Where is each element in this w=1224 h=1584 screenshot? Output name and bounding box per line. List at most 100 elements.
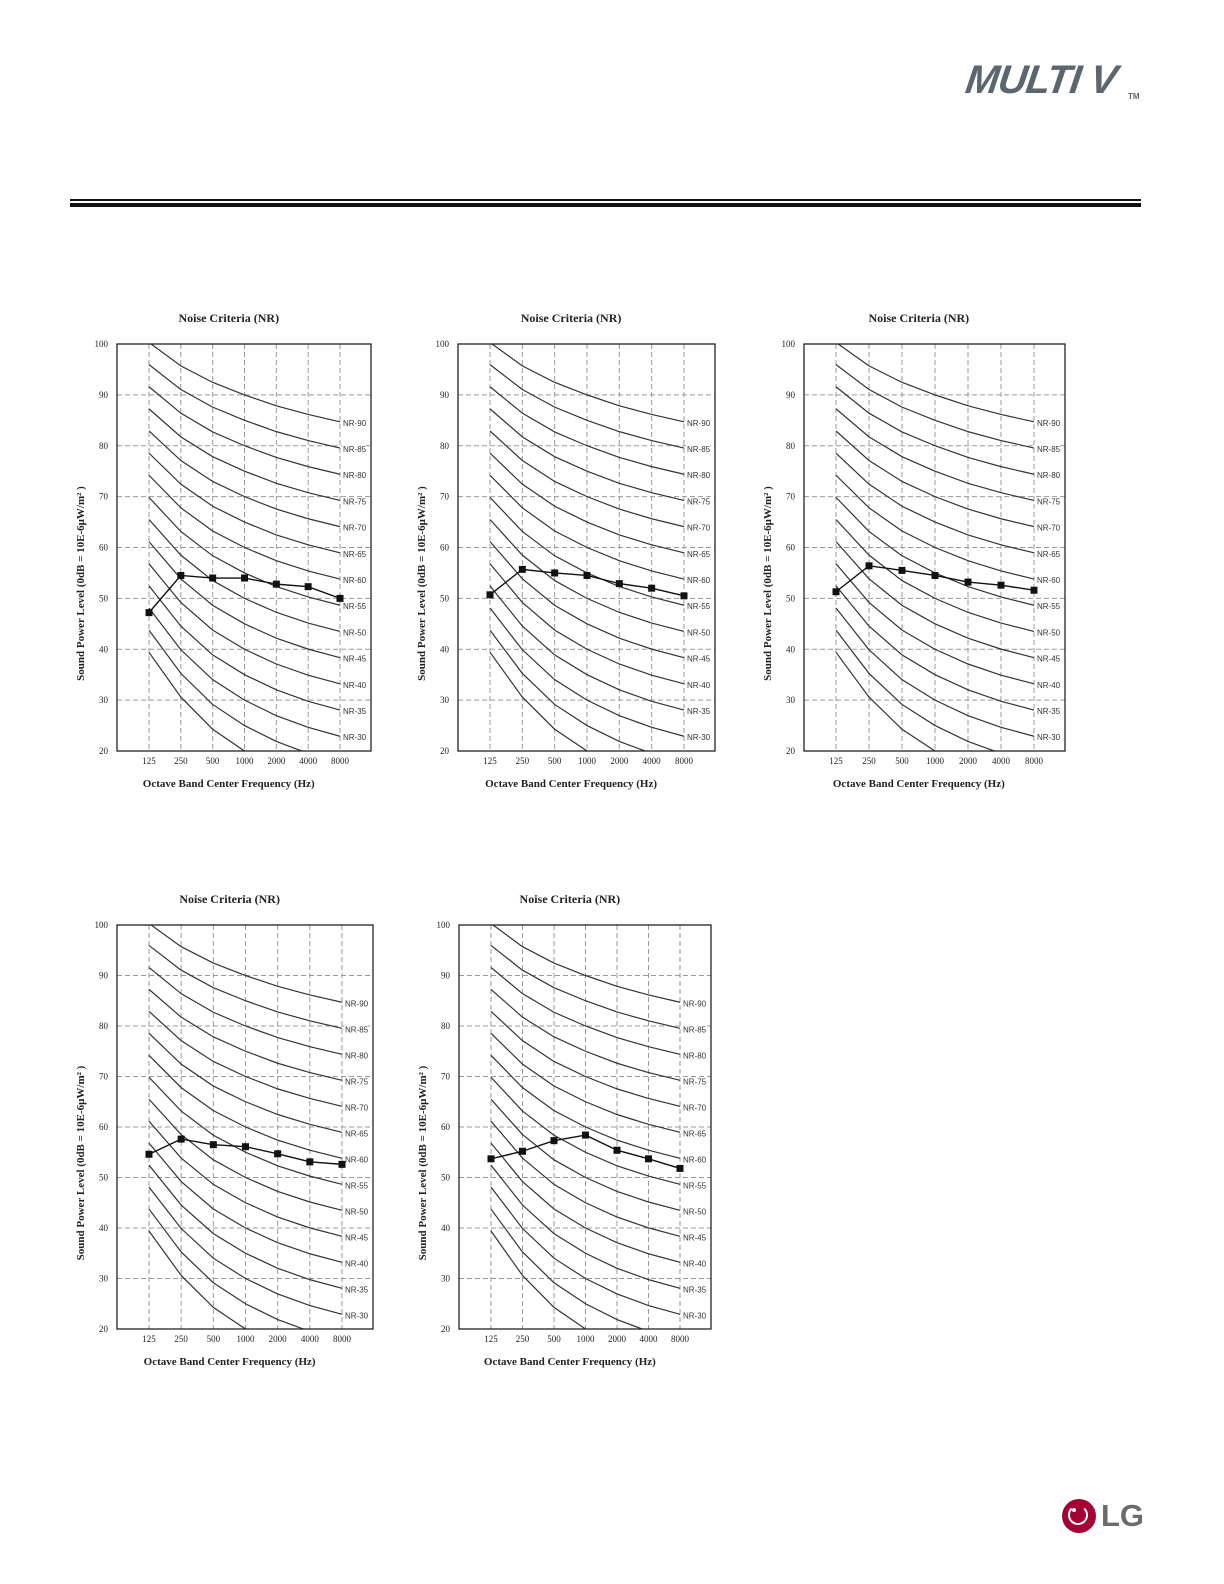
- nr-curve-label: NR-30: [687, 733, 711, 742]
- nr-curve: [489, 585, 685, 711]
- nr-curve-label: NR-30: [345, 1311, 369, 1320]
- nr-curve: [835, 386, 1035, 475]
- nr-curve-label: NR-45: [683, 1233, 707, 1242]
- nr-curve-label: NR-55: [345, 1181, 369, 1190]
- x-tick-label: 250: [174, 1334, 188, 1344]
- nr-curve-label: NR-90: [687, 419, 711, 428]
- nr-curve: [489, 474, 685, 580]
- y-tick-label: 20: [440, 746, 450, 756]
- nr-curve: [490, 1120, 681, 1237]
- nr-curve-label: NR-45: [1037, 655, 1061, 664]
- x-tick-label: 4000: [643, 756, 662, 766]
- nr-curve: [489, 651, 589, 751]
- data-point: [242, 1143, 249, 1151]
- x-tick-label: 4000: [640, 1334, 659, 1344]
- nr-curve-label: NR-55: [687, 602, 711, 611]
- nr-curve-label: NR-35: [1037, 707, 1061, 716]
- x-tick-label: 500: [895, 756, 909, 766]
- nr-curve: [148, 988, 343, 1081]
- nr-curve: [835, 474, 1035, 580]
- y-tick-label: 90: [99, 971, 109, 981]
- nr-curve: [835, 430, 1035, 528]
- nr-curve-label: NR-70: [687, 524, 711, 533]
- data-point: [209, 1141, 217, 1149]
- nr-curve: [148, 1010, 343, 1107]
- nr-curve-label: NR-80: [683, 1051, 707, 1060]
- nr-curve-label: NR-55: [1037, 602, 1061, 611]
- x-tick-label: 125: [142, 1334, 156, 1344]
- nr-curve: [148, 474, 341, 580]
- nr-curve-label: NR-40: [687, 681, 711, 690]
- y-tick-label: 50: [440, 593, 450, 603]
- y-tick-label: 70: [786, 492, 796, 502]
- x-tick-label: 1000: [577, 1334, 596, 1344]
- y-axis-title: Sound Power Level (0dB = 10E-6μW/m² ): [762, 486, 774, 681]
- nr-curve-label: NR-65: [687, 550, 711, 559]
- nr-curve: [148, 408, 341, 502]
- nr-curve: [148, 944, 343, 1029]
- nr-curve: [148, 1186, 343, 1315]
- y-axis-title: Sound Power Level (0dB = 10E-6μW/m² ): [75, 1065, 87, 1260]
- nr-curve: [835, 364, 1035, 449]
- y-tick-label: 60: [99, 543, 109, 553]
- nr-curve-label: NR-75: [683, 1077, 707, 1086]
- y-tick-label: 50: [99, 1173, 109, 1183]
- nr-curve: [490, 988, 681, 1081]
- nr-curve-label: NR-35: [345, 1285, 369, 1294]
- x-tick-label: 8000: [675, 756, 694, 766]
- nr-curve-label: NR-70: [345, 1103, 369, 1112]
- x-tick-label: 125: [829, 756, 843, 766]
- nr-curve-label: NR-75: [687, 497, 711, 506]
- nr-curve: [835, 519, 1035, 633]
- nr-curve: [490, 944, 681, 1029]
- x-tick-label: 250: [516, 1334, 530, 1344]
- data-point: [274, 1150, 282, 1158]
- x-tick-label: 125: [142, 756, 156, 766]
- nr-curve-label: NR-60: [683, 1155, 707, 1164]
- nr-curve-label: NR-40: [343, 681, 367, 690]
- y-tick-label: 70: [440, 492, 450, 502]
- plot-frame: [116, 924, 374, 1330]
- nr-curve: [489, 430, 685, 528]
- nr-curve: [490, 1010, 681, 1107]
- y-tick-label: 80: [441, 1021, 451, 1031]
- nr-curve-label: NR-40: [1037, 681, 1061, 690]
- nr-curve: [490, 1054, 681, 1159]
- nr-curve-label: NR-45: [343, 655, 367, 664]
- y-tick-label: 30: [99, 1274, 109, 1284]
- nr-curve-label: NR-45: [345, 1233, 369, 1242]
- nr-curve: [148, 1230, 247, 1329]
- nr-curve: [148, 1032, 343, 1133]
- nr-curve: [490, 1076, 681, 1185]
- y-axis-title: Sound Power Level (0dB = 10E-6μW/m² ): [417, 1065, 429, 1260]
- x-tick-label: 125: [484, 1334, 498, 1344]
- y-tick-label: 80: [440, 441, 450, 451]
- data-point: [145, 1150, 153, 1158]
- data-point: [272, 580, 280, 588]
- nr-curve: [148, 1076, 343, 1185]
- y-tick-label: 40: [441, 1223, 451, 1233]
- x-tick-label: 4000: [992, 756, 1011, 766]
- nr-curve-label: NR-40: [683, 1259, 707, 1268]
- nr-curve: [835, 408, 1035, 502]
- nr-curve-label: NR-30: [343, 733, 367, 742]
- nr-curve-label: NR-60: [1037, 576, 1061, 585]
- chart-title: Noise Criteria (NR): [178, 311, 279, 325]
- nr-curve-label: NR-35: [687, 707, 711, 716]
- nr-curve: [148, 519, 341, 633]
- nr-curve-label: NR-65: [343, 550, 367, 559]
- x-tick-label: 250: [862, 756, 876, 766]
- x-tick-label: 1000: [236, 756, 255, 766]
- data-point: [241, 574, 248, 582]
- x-tick-label: 2000: [959, 756, 978, 766]
- data-point: [209, 574, 217, 582]
- data-point: [145, 609, 153, 617]
- nr-curve-label: NR-80: [687, 471, 711, 480]
- nr-curve-label: NR-70: [1037, 524, 1061, 533]
- nr-curve: [490, 1186, 681, 1315]
- nr-curve: [835, 607, 1035, 737]
